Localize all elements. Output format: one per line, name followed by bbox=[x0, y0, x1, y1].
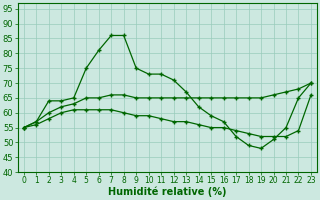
X-axis label: Humidité relative (%): Humidité relative (%) bbox=[108, 187, 227, 197]
